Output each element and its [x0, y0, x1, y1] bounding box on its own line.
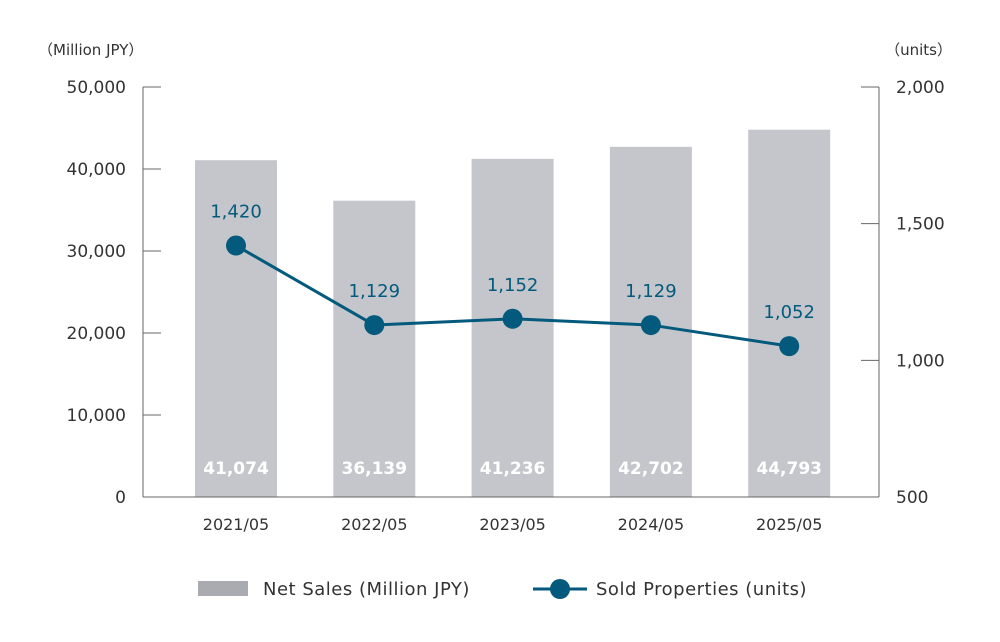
line-marker: [502, 308, 523, 329]
right-tick-label: 2,000: [896, 78, 945, 98]
line-value-label: 1,129: [625, 281, 677, 302]
legend-swatch-net-sales: [198, 581, 248, 596]
left-tick-label: 10,000: [67, 406, 126, 426]
bar-value-label: 42,702: [618, 459, 684, 479]
x-tick-label: 2022/05: [341, 515, 407, 534]
line-marker: [640, 315, 661, 336]
line-value-label: 1,420: [210, 202, 262, 223]
x-tick-label: 2024/05: [618, 515, 684, 534]
x-tick-label: 2021/05: [203, 515, 269, 534]
bar-net-sales: [195, 160, 277, 497]
left-tick-label: 20,000: [67, 324, 126, 344]
line-marker: [364, 315, 385, 336]
legend-label-sold-properties: Sold Properties (units): [596, 579, 807, 600]
line-value-label: 1,152: [487, 275, 539, 296]
legend-label-net-sales: Net Sales (Million JPY): [263, 579, 470, 600]
left-axis-label: （Million JPY）: [38, 41, 143, 59]
legend: Net Sales (Million JPY) Sold Properties …: [198, 579, 807, 600]
left-tick-label: 50,000: [67, 78, 126, 98]
bar-value-label: 44,793: [756, 459, 822, 479]
right-tick-label: 1,000: [896, 351, 945, 371]
bar-net-sales: [333, 200, 416, 497]
bar-value-label: 41,236: [480, 459, 546, 479]
left-tick-label: 0: [115, 488, 126, 508]
left-tick-label: 40,000: [67, 160, 126, 180]
bar-value-label: 41,074: [203, 459, 269, 479]
bar-net-sales: [748, 129, 831, 498]
left-tick-label: 30,000: [67, 242, 126, 262]
line-value-label: 1,052: [763, 302, 815, 323]
line-marker: [779, 336, 800, 357]
x-tick-label: 2025/05: [756, 515, 822, 534]
right-tick-label: 500: [896, 488, 928, 508]
line-marker: [226, 235, 246, 256]
legend-swatch-marker: [550, 579, 570, 599]
x-tick-label: 2023/05: [479, 515, 545, 534]
line-value-label: 1,129: [349, 281, 401, 302]
right-tick-label: 1,500: [896, 215, 945, 235]
bar-value-label: 36,139: [341, 459, 407, 479]
right-axis-label: （units）: [885, 41, 952, 59]
